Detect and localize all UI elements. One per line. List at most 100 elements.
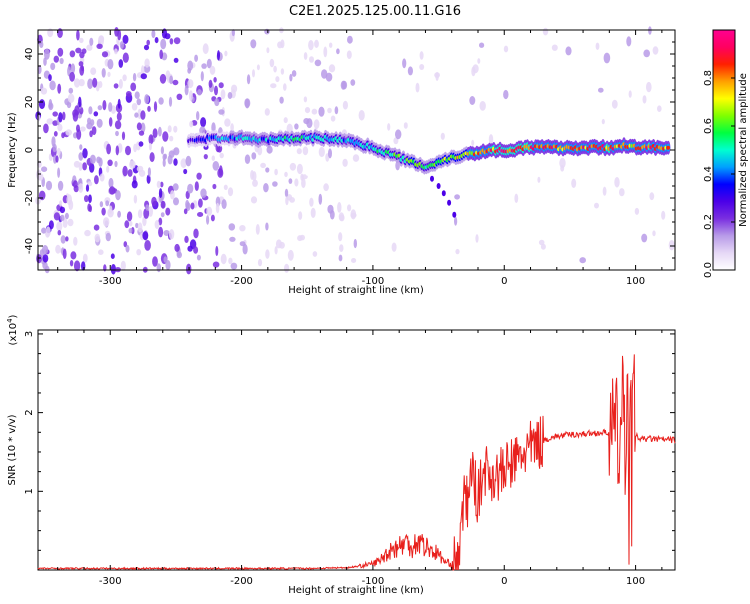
spectrogram-cell [220,153,224,159]
spectrogram-cell [92,126,97,135]
spectrogram-cell [392,243,397,252]
spectrogram-cell [265,223,268,231]
spectrogram-cell [66,194,72,205]
spectrogram-cell [543,28,548,36]
spectrogram-cell [270,59,275,68]
spectrogram-cell [149,134,154,144]
x-tick-label: 100 [626,576,645,587]
spectrogram-cell [643,95,647,103]
spectrogram-cell [323,47,327,58]
spectrogram-cell [196,173,201,180]
spectrogram-cell [657,105,662,112]
spectrogram-cell [314,40,319,48]
spectrogram-cell [245,154,250,164]
spectrogram-cell [299,266,303,272]
spectrogram-cell [328,148,332,158]
spectrogram-cell [343,101,348,110]
spectrogram-cell [204,154,208,159]
spectrogram-cell [329,64,335,72]
spectrogram-cell [155,220,160,229]
spectrogram-cell [79,66,84,76]
spectrogram-cell [42,262,47,270]
spectrogram-cell [158,127,162,137]
spectrogram-cell [147,106,151,112]
spectrogram-cell [189,121,193,128]
spectrogram-cell [603,187,607,196]
spectrogram-cell [200,188,206,198]
spectrogram-cell [284,117,288,123]
spectrogram-cell [65,236,68,241]
spectrogram-cell [68,219,74,227]
spectrogram-cell [294,178,298,186]
spectrogram-cell [122,74,126,81]
spectrogram-cell [298,211,302,220]
colorbar-tick-label: 0.6 [703,118,714,134]
spectrogram-cell [387,123,390,131]
spectrogram-cell [43,254,49,262]
spectrogram-cell [216,203,220,213]
spectrogram-cell [200,117,206,127]
spectrogram-cell [125,146,131,156]
spectrogram-cell [73,237,77,246]
spectrogram-cell [70,50,76,57]
spectrogram-cell [170,38,174,44]
spectrogram-cell [65,129,72,135]
spectrogram-cell [52,111,58,116]
spectrogram-cell [155,37,159,43]
spectrogram-cell [336,48,340,54]
spectrogram-cell [289,178,293,184]
spectrogram-cell [169,229,174,239]
spectrogram-cell [217,50,220,60]
spectrogram-cell [475,234,478,243]
snr-frame [38,330,675,570]
spectrogram-cell [289,74,292,82]
spectrogram-cell [100,201,103,207]
spectrogram-cell [70,260,73,266]
spectrogram-cell [151,30,155,38]
colorbar-tick-label: 0.0 [703,262,714,278]
spectrogram-cell [106,233,111,242]
spectrogram-cell [142,231,148,240]
spectrogram-cell [135,91,140,99]
spectrogram-cell [214,86,218,96]
spectrogram-cell [115,120,121,129]
spectrogram-cell [102,100,106,110]
spectrogram-cell [59,200,62,206]
colorbar-tick-label: 0.4 [703,166,714,182]
spectrogram-cell [109,186,115,194]
spectrogram-cell [653,46,659,54]
x-tick-label: 0 [501,276,507,287]
spectrogram-cell [102,68,106,78]
spectrogram-cell [626,36,631,46]
spectrogram-cell [173,126,177,133]
spectrogram-cell [212,155,215,161]
spectrogram-cell [116,145,119,155]
spectrogram-cell [559,158,565,168]
spectrogram-cell [98,249,104,255]
spectrogram-cell [206,215,209,225]
spectrogram-cell [97,119,103,128]
spectrogram-cell [128,169,133,177]
spectrogram-cell [139,131,144,136]
snr-x-ticks: -300 -200 -100 0 100 [58,330,662,587]
spectrogram-cell [256,224,260,235]
spectrogram-cell [629,90,632,97]
spectrogram-cell [58,181,63,191]
spectrogram-cell [222,199,227,209]
spectrogram-cell [187,184,193,194]
spectrogram-cell [114,48,118,54]
spectrogram-cell [454,194,460,199]
spectrogram-cell [649,192,654,200]
snr-series-line [38,354,675,570]
spectrogram-cell [221,89,226,99]
spectrogram-cell [159,188,162,198]
spectrogram-cell [219,165,223,176]
spectrogram-cell [285,196,288,205]
spectrogram-cell [49,99,53,109]
spectrogram-cell [56,222,62,232]
spectrogram-cell [79,61,84,66]
spectrogram-cell [203,43,209,54]
spectrogram-cell [121,261,126,271]
spectrogram-cell [477,58,480,64]
spectrogram-cell [69,88,74,94]
